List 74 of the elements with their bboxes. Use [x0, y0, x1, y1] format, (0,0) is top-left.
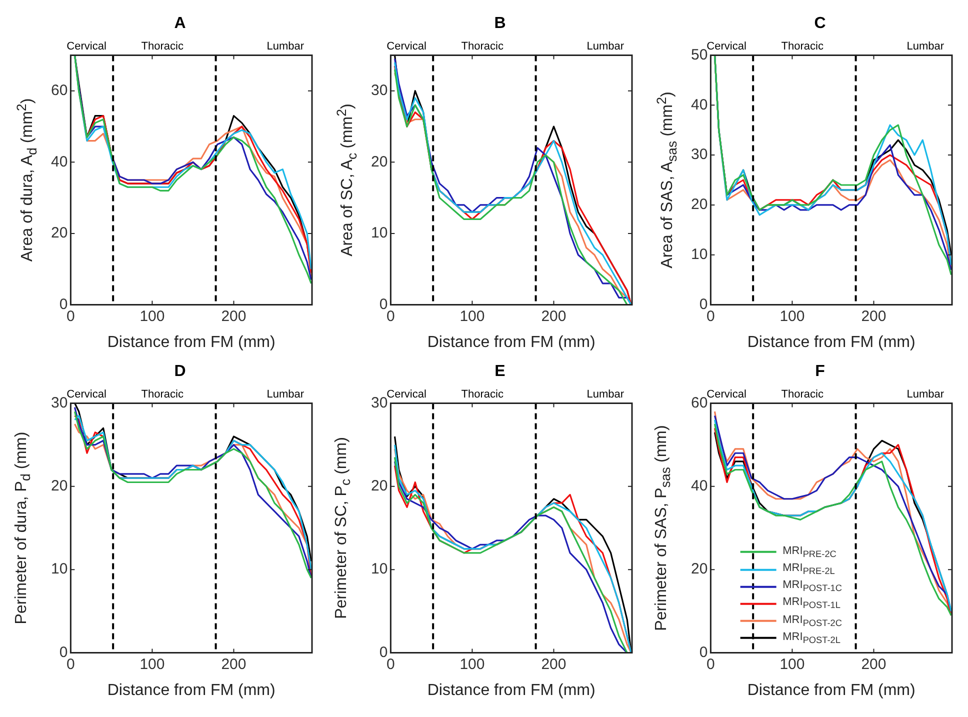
y-tick-label: 0: [59, 296, 68, 313]
y-tick-label: 20: [370, 153, 388, 170]
x-axis-title: Distance from FM (mm): [107, 334, 276, 351]
text: Lumbar: [906, 40, 944, 53]
x-tick-label: 200: [221, 308, 246, 325]
y-tick-label: 10: [50, 560, 68, 578]
y-tick-label: 10: [370, 224, 388, 242]
text: Lumbar: [586, 40, 624, 53]
text: Thoracic: [461, 388, 504, 401]
text: Thoracic: [141, 40, 184, 53]
x-axis-title: Distance from FM (mm): [107, 682, 276, 699]
x-tick-label: 200: [541, 656, 566, 673]
chart-title: E: [494, 363, 506, 380]
x-tick-label: 200: [861, 308, 886, 325]
text: Cervical: [706, 40, 746, 53]
text: Cervical: [706, 388, 746, 401]
y-tick-label: 0: [699, 644, 708, 661]
text: Cervical: [66, 388, 106, 401]
legend-label: MRI$_{POST-1L}$: [782, 595, 840, 612]
x-axis-title: Distance from FM (mm): [747, 682, 916, 699]
text: Cervical: [386, 40, 426, 53]
y-tick-label: 0: [379, 644, 388, 661]
y-tick-label: 0: [379, 296, 388, 313]
chart-title: A: [174, 15, 186, 32]
chart-title: C: [814, 15, 826, 32]
y-tick-label: 40: [690, 96, 708, 114]
y-tick-label: 20: [370, 478, 388, 495]
text: Thoracic: [781, 40, 824, 53]
y-tick-label: 30: [50, 394, 68, 412]
y-tick-label: 20: [690, 560, 708, 578]
text: Thoracic: [461, 40, 504, 53]
y-tick-label: 60: [690, 394, 708, 412]
y-tick-label: 60: [50, 82, 68, 99]
y-tick-label: 20: [50, 224, 68, 242]
legend-label: MRI$_{POST-1C}$: [782, 578, 842, 596]
legend-label: MRI$_{PRE-2C}$: [782, 544, 836, 561]
x-tick-label: 200: [221, 656, 246, 673]
x-axis-title: Distance from FM (mm): [427, 682, 596, 699]
y-tick-label: 20: [690, 196, 708, 214]
x-tick-label: 100: [460, 656, 485, 673]
text: Thoracic: [781, 388, 824, 401]
text: Lumbar: [266, 40, 304, 53]
text: Lumbar: [266, 388, 304, 401]
text: Cervical: [66, 40, 106, 53]
y-tick-label: 40: [690, 478, 708, 495]
x-tick-label: 200: [861, 656, 886, 673]
x-tick-label: 100: [140, 656, 165, 673]
y-tick-label: 30: [370, 394, 388, 412]
x-tick-label: 200: [541, 308, 566, 325]
text: Lumbar: [906, 388, 944, 401]
y-tick-label: 30: [690, 146, 708, 164]
x-tick-label: 100: [140, 308, 165, 325]
legend-label: MRI$_{POST-2L}$: [782, 630, 840, 647]
chart-title: B: [494, 15, 506, 32]
chart-title: F: [815, 363, 826, 380]
legend-label: MRI$_{POST-2C}$: [782, 612, 842, 630]
y-tick-label: 30: [370, 82, 388, 99]
y-tick-label: 20: [50, 478, 68, 495]
legend-label: MRI$_{PRE-2L}$: [782, 560, 835, 578]
text: Cervical: [386, 388, 426, 401]
y-tick-label: 0: [699, 296, 708, 313]
chart-title: D: [174, 363, 186, 380]
x-tick-label: 100: [780, 308, 805, 325]
y-tick-label: 10: [370, 560, 388, 578]
text: Lumbar: [586, 388, 624, 401]
x-tick-label: 100: [780, 656, 805, 673]
text: Thoracic: [141, 388, 184, 401]
x-axis-title: Distance from FM (mm): [747, 334, 916, 351]
y-tick-label: 10: [690, 246, 708, 264]
y-tick-label: 50: [690, 46, 708, 64]
y-tick-label: 0: [59, 644, 68, 661]
y-tick-label: 40: [50, 153, 68, 170]
x-axis-title: Distance from FM (mm): [427, 334, 596, 351]
x-tick-label: 100: [460, 308, 485, 325]
